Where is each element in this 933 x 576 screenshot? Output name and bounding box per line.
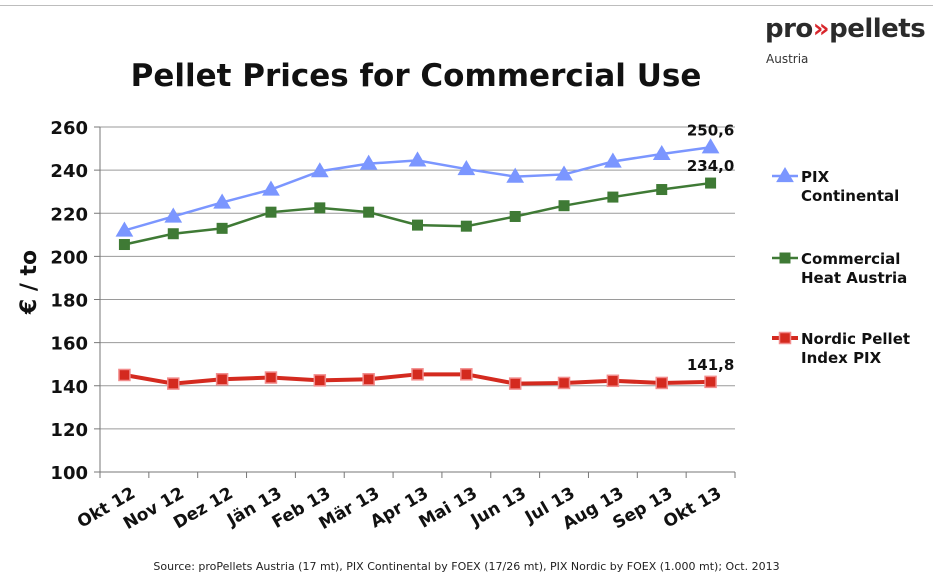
chart-title: Pellet Prices for Commercial Use (130, 58, 702, 94)
data-point (313, 374, 327, 387)
data-point (167, 377, 180, 390)
data-point (118, 368, 131, 382)
data-point (604, 152, 622, 168)
data-point (264, 371, 278, 384)
data-point (265, 206, 277, 218)
data-point (655, 376, 668, 390)
data-point (115, 221, 134, 237)
legend-label: Continental (801, 187, 899, 205)
data-point (705, 177, 717, 189)
y-tick-label: 140 (50, 377, 88, 398)
data-point (506, 167, 525, 183)
series-1 (115, 138, 720, 237)
data-point (164, 207, 183, 223)
data-point (167, 228, 179, 240)
data-point (460, 220, 472, 232)
y-tick-label: 100 (50, 463, 88, 484)
legend-marker (778, 331, 792, 345)
y-tick-labels: 100 120 140 160 180 200 220 240 260 (50, 118, 88, 484)
data-point (359, 154, 378, 170)
logo-subtitle: Austria (766, 52, 809, 66)
y-tick-label: 120 (50, 420, 88, 441)
data-point (310, 162, 329, 178)
data-point (652, 144, 671, 161)
data-point (362, 373, 375, 386)
data-point (363, 206, 375, 218)
data-point (704, 375, 717, 389)
data-point (457, 160, 476, 176)
x-tick-label: Jun 13 (467, 483, 530, 531)
legend-label: Nordic Pellet (801, 330, 910, 348)
data-point (701, 138, 720, 154)
data-point (555, 165, 573, 181)
end-value-label: 234,0 (687, 157, 734, 175)
legend-label: Index PIX (801, 349, 882, 367)
data-point (460, 368, 473, 381)
data-point (509, 210, 521, 222)
data-point (656, 184, 668, 196)
data-point (557, 376, 571, 390)
data-point (216, 222, 228, 234)
data-labels: 250,6 234,0 141,8 (687, 121, 734, 374)
end-value-label: 141,8 (687, 356, 734, 374)
axes (94, 126, 736, 478)
data-point (213, 193, 231, 209)
y-tick-label: 200 (50, 247, 88, 268)
y-tick-label: 240 (50, 161, 88, 182)
end-value-label: 250,6 (687, 121, 734, 139)
propellets-logo: pro»pellets (765, 14, 926, 44)
legend-marker (776, 167, 794, 183)
grid-lines (100, 126, 735, 430)
legend-label: PIX (801, 168, 830, 186)
series-line (124, 181, 711, 246)
y-tick-label: 260 (50, 118, 88, 139)
data-point (215, 373, 229, 386)
y-tick-label: 220 (50, 204, 88, 225)
data-point (262, 180, 280, 196)
legend-label: Commercial (801, 250, 900, 268)
data-point (508, 377, 522, 390)
data-point (558, 200, 570, 212)
y-tick-label: 180 (50, 291, 88, 312)
series-2 (118, 177, 717, 251)
data-point (314, 202, 326, 214)
series-3 (118, 368, 717, 390)
series-lines (115, 138, 720, 390)
data-point (606, 374, 620, 388)
source-note: Source: proPellets Austria (17 mt), PIX … (153, 560, 780, 573)
data-point (412, 219, 423, 231)
data-point (607, 191, 619, 203)
legend-label: Heat Austria (801, 269, 907, 287)
data-point (411, 368, 424, 381)
top-divider (0, 5, 933, 6)
y-tick-label: 160 (50, 334, 88, 355)
data-point (408, 151, 427, 167)
y-axis-label: € / to (17, 250, 42, 315)
data-point (118, 239, 130, 251)
legend-marker (779, 252, 791, 264)
